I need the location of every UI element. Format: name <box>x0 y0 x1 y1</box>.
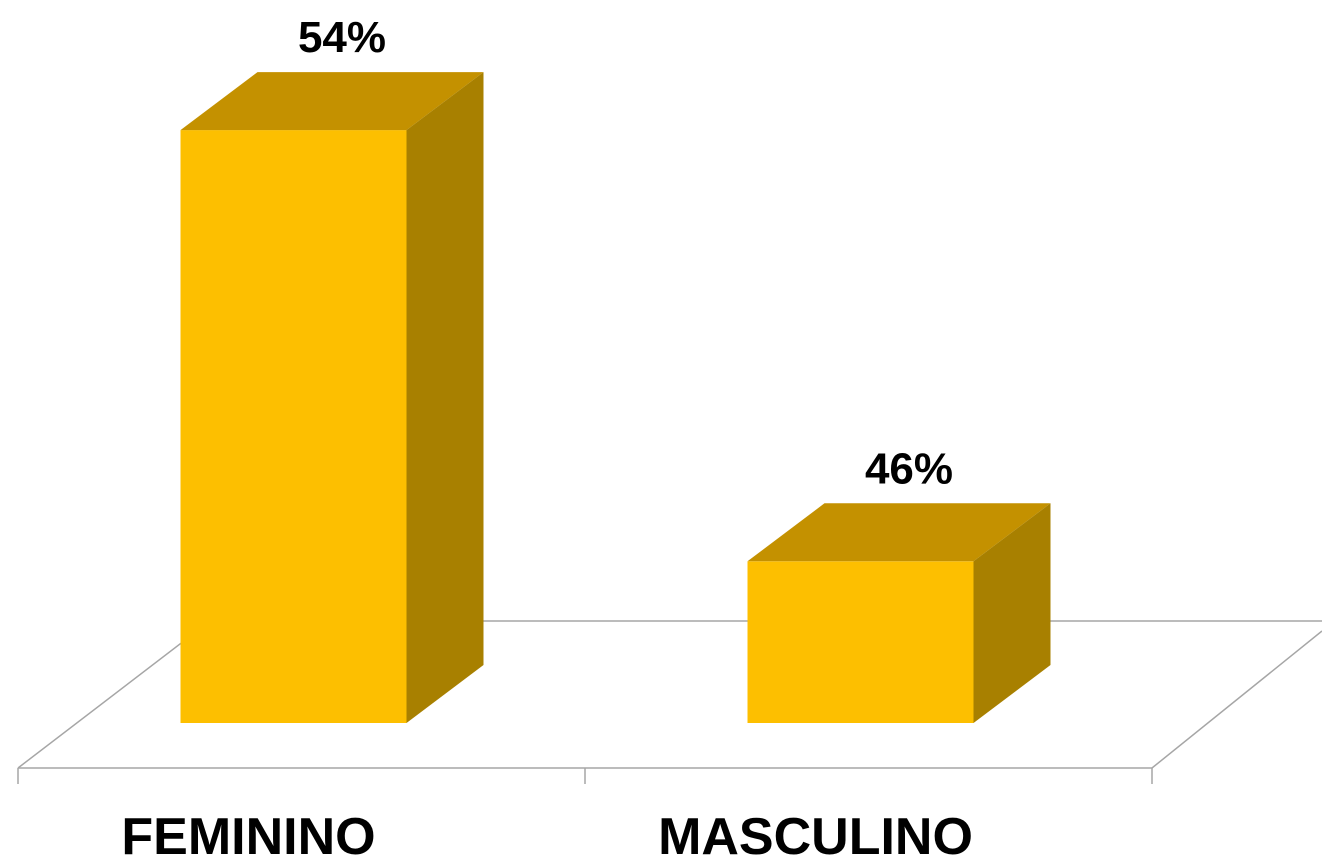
bar-top <box>180 72 484 131</box>
bar-front <box>747 561 974 723</box>
category-label: FEMININO <box>121 808 375 856</box>
bar-top <box>747 503 1051 562</box>
data-label: 46% <box>865 444 953 493</box>
bar-front <box>180 130 407 724</box>
bar-side <box>973 503 1051 723</box>
category-label: MASCULINO <box>658 808 973 856</box>
data-label: 54% <box>298 13 386 62</box>
bar-side <box>406 72 484 724</box>
